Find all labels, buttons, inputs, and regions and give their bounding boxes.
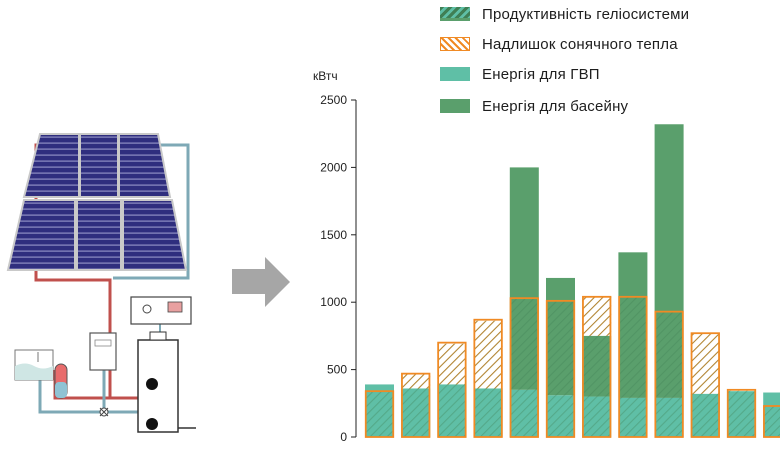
legend-swatch-dhw: [440, 67, 470, 81]
bar-production-outline: [582, 295, 612, 438]
heat-exchanger: [54, 363, 68, 399]
bar-production-outline: [618, 295, 648, 438]
legend-label: Енергія для ГВП: [482, 65, 600, 83]
bar-production-outline: [690, 332, 720, 438]
cold-pipe: [113, 143, 190, 280]
y-axis-unit-label: кВтч: [313, 69, 338, 83]
legend-label: Продуктивність геліосистеми: [482, 5, 690, 23]
bar-production-outline: [654, 310, 684, 438]
legend-label: Енергія для басейну: [482, 97, 629, 115]
bar-production-outline: [364, 390, 395, 438]
y-tick-label: 500: [327, 363, 347, 377]
bar-production-outline: [509, 297, 539, 438]
y-axis: 0 500 1000 1500 2000 2500: [320, 93, 357, 444]
legend-swatch-surplus: [440, 37, 470, 51]
legend-label: Надлишок сонячного тепла: [482, 35, 678, 53]
pump-station: [89, 332, 117, 371]
bar-production-outline: [473, 318, 503, 438]
cold-return-pipe: [38, 370, 106, 414]
solar-panels: [6, 133, 188, 271]
bar-production-outline: [726, 388, 757, 438]
legend-item-pool: Енергія для басейну: [440, 96, 628, 116]
bar-production-outline: [545, 299, 576, 438]
storage-tank: [137, 331, 196, 433]
y-tick-label: 1500: [320, 228, 347, 242]
bars-group: [364, 124, 780, 438]
controller: [130, 296, 192, 325]
bar-production-outline: [437, 341, 467, 438]
y-tick-label: 2500: [320, 93, 347, 107]
legend-item-dhw: Енергія для ГВП: [440, 64, 600, 84]
y-tick-label: 2000: [320, 160, 347, 174]
y-tick-label: 1000: [320, 295, 347, 309]
legend-item-production: Продуктивність геліосистеми: [440, 4, 689, 24]
legend-swatch-pool: [440, 99, 470, 113]
valve-icon: [99, 407, 109, 417]
bar-production-outline: [401, 372, 431, 438]
pool-icon: [14, 349, 54, 381]
y-tick-label: 0: [340, 430, 347, 444]
legend-item-surplus: Надлишок сонячного тепла: [440, 34, 678, 54]
legend-swatch-production: [440, 7, 470, 21]
bar-production-outline: [763, 405, 780, 438]
solar-system-diagram: [6, 133, 196, 433]
